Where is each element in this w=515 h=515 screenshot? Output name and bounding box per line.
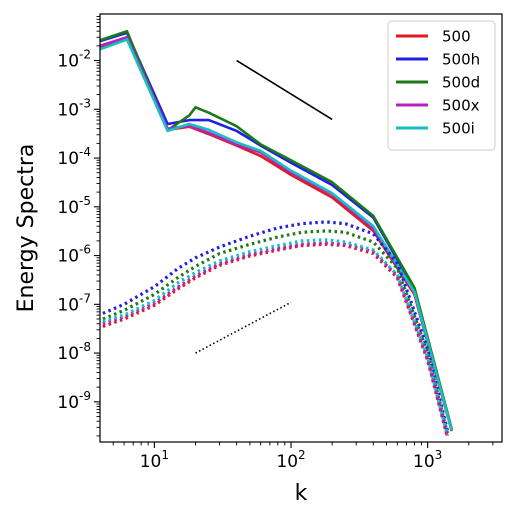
x-axis-label: k [295, 481, 308, 506]
dotted-series-6 [102, 220, 450, 432]
legend-entry-label: 500h [442, 51, 480, 69]
y-axis-label: Energy Spectra [14, 144, 39, 313]
dotted-series-7 [102, 229, 450, 435]
legend-entry-label: 500d [442, 74, 480, 92]
solid-series-4 [100, 38, 453, 431]
y-tick-label: 10-3 [57, 96, 91, 120]
y-tick-label: 10-7 [57, 291, 91, 315]
reference-lines [195, 59, 333, 354]
x-tick-label: 103 [413, 448, 442, 472]
x-tick-label: 101 [140, 448, 169, 472]
legend: 500 500h 500d 500x 500i [387, 20, 496, 151]
y-tick-label: 10-9 [57, 389, 91, 413]
x-tick-label: 102 [276, 448, 305, 472]
y-tick-label: 10-8 [57, 340, 91, 364]
dotted-series-9 [102, 238, 450, 437]
legend-entry-label: 500i [442, 120, 475, 138]
reference-slope-line-0 [236, 59, 333, 121]
series-layer [100, 29, 453, 439]
y-tick-label: 10-6 [57, 243, 91, 267]
x-axis-ticks: 101 102 103 [112, 442, 494, 472]
legend-entry-label: 500x [442, 97, 480, 115]
dotted-series-8 [102, 241, 450, 438]
reference-slope-line-1 [195, 301, 292, 354]
legend-entry-label: 500 [442, 28, 471, 46]
y-tick-label: 10-2 [57, 48, 91, 72]
axes-frame [99, 13, 503, 443]
legend-box [387, 20, 496, 151]
y-tick-label: 10-4 [57, 145, 91, 169]
y-axis-ticks: 10-2 10-3 10-4 10-5 10-6 10-7 10-8 10-9 [57, 16, 100, 437]
y-tick-label: 10-5 [57, 194, 91, 218]
